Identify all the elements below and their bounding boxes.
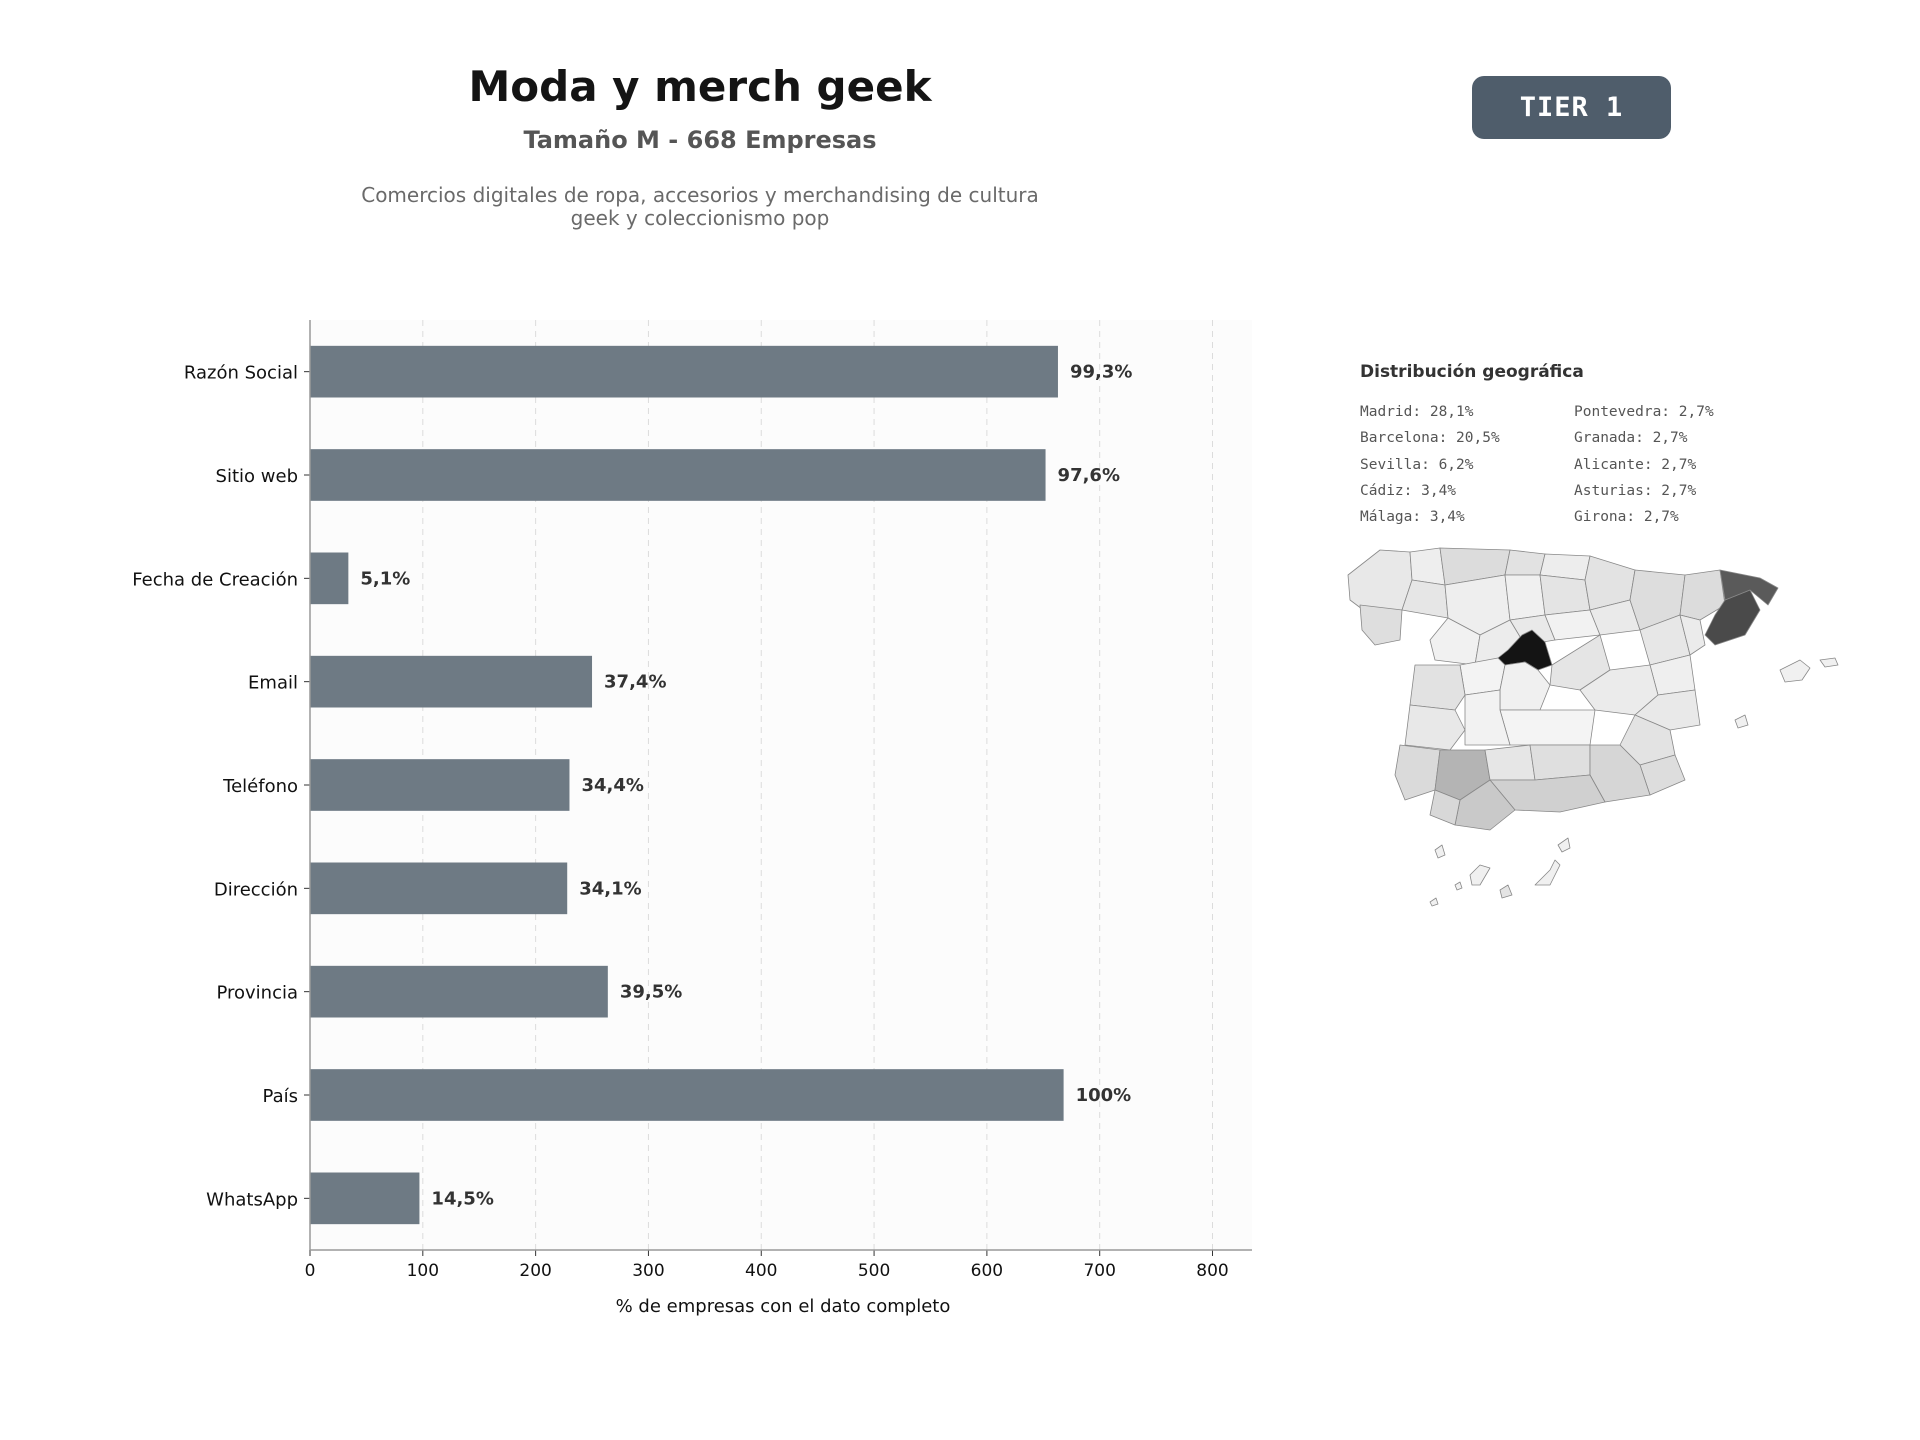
map-region (1734, 714, 1749, 729)
x-tick-label: 600 (971, 1261, 1003, 1281)
map-region (1469, 864, 1491, 886)
geo-entry: Sevilla: 6,2% (1360, 456, 1474, 473)
y-tick-label: Sitio web (216, 466, 298, 487)
map-region (1504, 549, 1546, 576)
x-tick-label: 300 (632, 1261, 664, 1281)
data-label: 5,1% (360, 568, 410, 589)
map-region (1359, 604, 1403, 646)
tier-badge: TIER 1 (1472, 76, 1671, 139)
bar (310, 1172, 420, 1225)
map-region (1679, 614, 1706, 656)
geo-entry: Málaga: 3,4% (1360, 509, 1465, 526)
data-label: 34,4% (581, 775, 643, 796)
map-region (1539, 574, 1591, 616)
bar (310, 655, 593, 708)
x-tick-label: 800 (1196, 1261, 1228, 1281)
map-region (1464, 689, 1511, 746)
x-axis-label: % de empresas con el dato completo (616, 1296, 951, 1317)
map-region (1404, 704, 1466, 751)
data-label: 99,3% (1070, 362, 1132, 383)
map-region (1429, 789, 1461, 826)
geo-entry: Barcelona: 20,5% (1360, 430, 1500, 447)
geo-entry: Granada: 2,7% (1574, 430, 1688, 447)
map-region (1704, 589, 1761, 646)
x-tick-label: 400 (745, 1261, 777, 1281)
bar (310, 862, 568, 915)
bar (310, 552, 349, 605)
spain-province-map (1347, 547, 1839, 907)
geo-entry: Girona: 2,7% (1574, 509, 1679, 526)
map-region (1434, 844, 1446, 859)
bar-chart: 0 100 200 300 400 500 600 700 800 Razón Social 99,… (132, 320, 1252, 1317)
data-label: 34,1% (579, 878, 641, 899)
map-region (1634, 689, 1701, 731)
map-region (1819, 657, 1839, 668)
bar (310, 1069, 1064, 1121)
data-label: 97,6% (1058, 465, 1120, 486)
y-tick-label: Teléfono (222, 776, 298, 797)
geo-entry: Madrid: 28,1% (1360, 404, 1474, 420)
page-subtitle: Tamaño M - 668 Empresas (523, 126, 877, 154)
x-tick-label: 700 (1083, 1261, 1115, 1281)
x-tick-label: 100 (407, 1261, 439, 1281)
geo-entry: Pontevedra: 2,7% (1574, 404, 1714, 420)
data-label: 37,4% (604, 672, 666, 693)
bar (310, 345, 1058, 398)
map-region (1529, 744, 1591, 781)
geo-distribution-title: Distribución geográfica (1360, 362, 1584, 382)
geo-entry: Asturias: 2,7% (1574, 482, 1697, 499)
map-region (1347, 549, 1413, 616)
map-region (1429, 617, 1481, 666)
geo-entry: Alicante: 2,7% (1574, 456, 1697, 473)
map-region (1534, 859, 1561, 886)
y-tick-label: Provincia (216, 983, 298, 1004)
page-description: Comercios digitales de ropa, accesorios … (361, 183, 1039, 230)
bar (310, 965, 608, 1018)
map-region (1394, 744, 1441, 801)
y-tick-label: WhatsApp (206, 1189, 298, 1210)
map-region (1779, 659, 1811, 683)
geo-entry: Cádiz: 3,4% (1360, 482, 1457, 499)
y-tick-label: Razón Social (184, 363, 298, 384)
geo-list-col1: Madrid: 28,1% Barcelona: 20,5% Sevilla: … (1360, 399, 1500, 530)
map-region (1409, 547, 1446, 586)
y-tick-label: País (263, 1086, 298, 1107)
map-region (1484, 744, 1536, 781)
y-tick-label: Dirección (214, 879, 298, 900)
data-label: 39,5% (620, 982, 682, 1003)
map-region (1409, 664, 1466, 711)
y-tick-label: Email (248, 673, 298, 694)
page-title: Moda y merch geek (468, 62, 932, 111)
map-region (1679, 569, 1726, 621)
map-region (1504, 574, 1546, 621)
map-region (1499, 884, 1513, 899)
map-region (1499, 709, 1596, 746)
data-label: 14,5% (431, 1188, 493, 1209)
map-region (1557, 837, 1571, 853)
bar (310, 449, 1046, 501)
map-region (1719, 569, 1779, 606)
x-tick-label: 0 (305, 1261, 316, 1281)
map-region (1429, 897, 1439, 907)
map-region (1499, 661, 1551, 711)
data-label: 100% (1076, 1085, 1132, 1106)
y-tick-label: Fecha de Creación (132, 569, 298, 590)
map-region (1454, 881, 1463, 891)
x-tick-label: 500 (858, 1261, 890, 1281)
x-tick-label: 200 (519, 1261, 551, 1281)
bar (310, 759, 570, 811)
geo-list-col2: Pontevedra: 2,7% Granada: 2,7% Alicante:… (1574, 399, 1714, 530)
map-region (1459, 657, 1506, 696)
